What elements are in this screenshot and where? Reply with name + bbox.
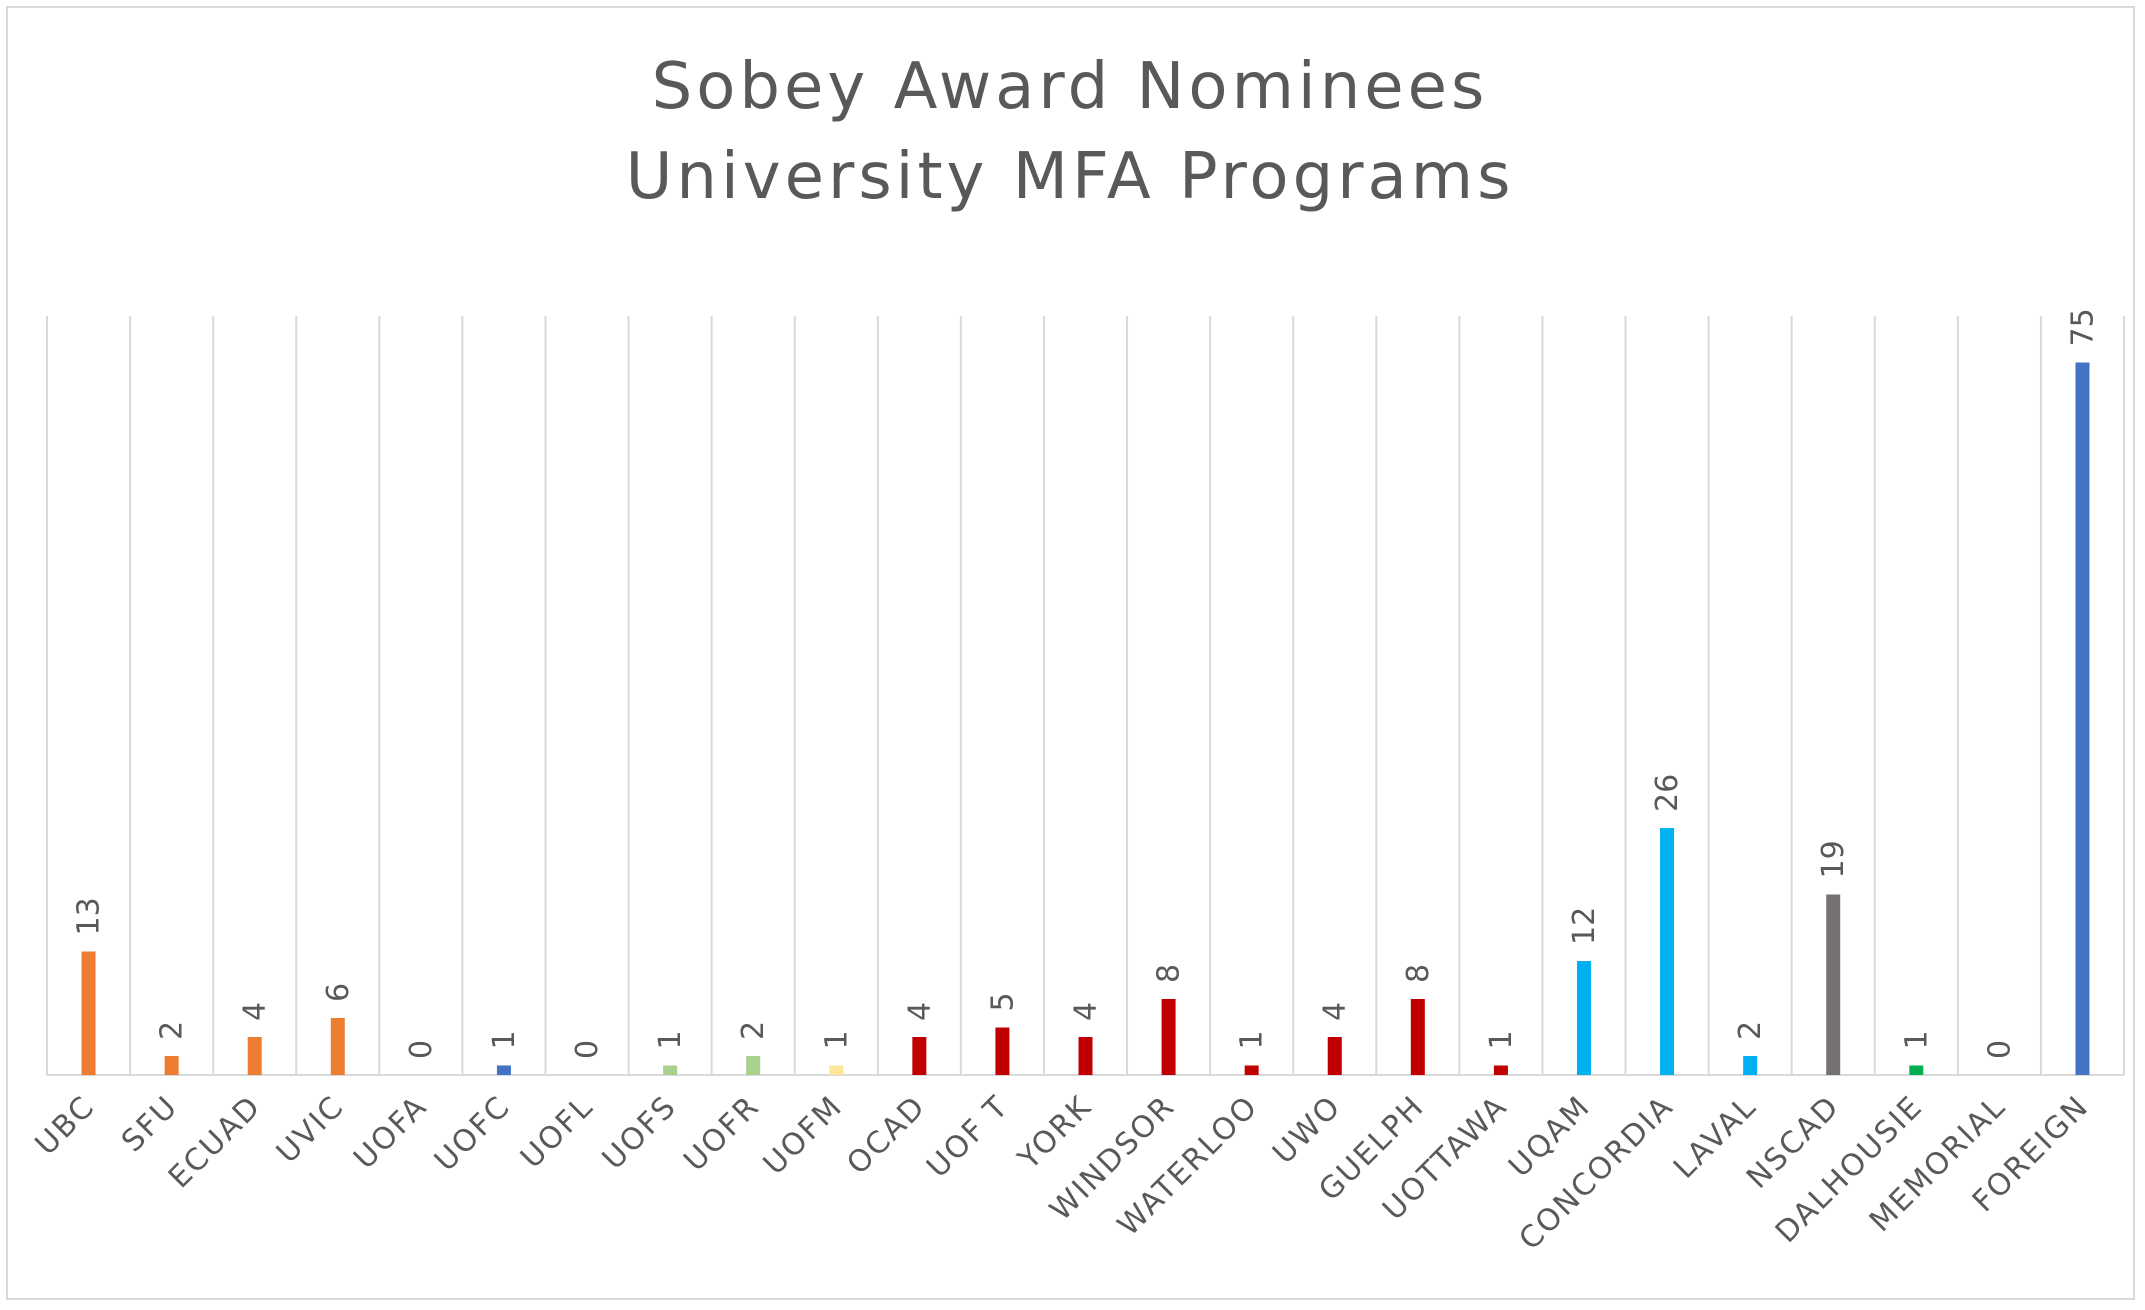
bar-york [1078,1037,1093,1075]
data-label: 2 [736,1021,771,1040]
bar-uofm [829,1065,844,1075]
data-label: 8 [1401,964,1436,983]
category-label: UOFS [596,1089,684,1177]
category-label: UOFL [514,1089,601,1176]
category-label: DALHOUSIE [1769,1089,1930,1250]
bar-ubc [81,951,96,1075]
data-label: 4 [902,1002,937,1021]
category-label: UOFA [347,1089,434,1176]
data-label: 0 [1982,1040,2017,1059]
bar-dalhousie [1909,1065,1924,1075]
bar-ocad [912,1037,927,1075]
category-label: SFU [115,1089,185,1159]
data-label: 5 [985,992,1020,1011]
bar-foreign [2075,362,2090,1075]
bar-uofc [496,1065,511,1075]
data-label: 6 [321,983,356,1002]
bar-uqam [1576,961,1591,1075]
data-label: 1 [487,1030,522,1049]
data-label: 13 [72,897,107,935]
data-label: 1 [653,1030,688,1049]
data-label: 12 [1567,907,1602,945]
category-label: UBC [29,1089,103,1163]
bar-uvic [330,1018,345,1075]
bar-ecuad [247,1037,262,1075]
data-label: 2 [155,1021,190,1040]
data-label: 26 [1650,774,1685,812]
bar-uofr [746,1056,761,1075]
bar-waterloo [1244,1065,1259,1075]
data-label: 8 [1152,964,1187,983]
category-label: OCAD [840,1089,933,1182]
chart-title-line-2: University MFA Programs [626,140,1515,214]
chart-title-line-1: Sobey Award Nominees [652,50,1489,124]
bar-uof-t [995,1027,1010,1075]
bar-laval [1743,1056,1758,1075]
bar-uofs [663,1065,678,1075]
data-label: 4 [1069,1002,1104,1021]
data-label: 0 [570,1040,605,1059]
category-label: UOFM [757,1089,850,1182]
bar-concordia [1660,828,1675,1075]
data-label: 19 [1816,840,1851,878]
bar-guelph [1410,999,1425,1075]
data-label: 4 [1318,1002,1353,1021]
chart-frame [6,6,2135,1300]
bars [81,362,2090,1075]
gridlines [46,316,2125,1076]
data-label: 4 [238,1002,273,1021]
category-label: UOFC [428,1089,518,1179]
category-label: UVIC [270,1089,352,1171]
bar-windsor [1161,999,1176,1075]
bar-uwo [1327,1037,1342,1075]
category-label: UOFR [677,1089,767,1179]
bar-nscad [1826,894,1841,1075]
data-label: 1 [1235,1030,1270,1049]
data-label: 75 [2065,308,2100,346]
data-label: 1 [1484,1030,1519,1049]
data-label: 2 [1733,1021,1768,1040]
data-label: 1 [819,1030,854,1049]
data-label: 1 [1899,1030,1934,1049]
category-label: ECUAD [162,1089,268,1195]
category-label: UOF T [920,1089,1016,1185]
bar-sfu [164,1056,179,1075]
data-label: 0 [404,1040,439,1059]
bar-uottawa [1493,1065,1508,1075]
